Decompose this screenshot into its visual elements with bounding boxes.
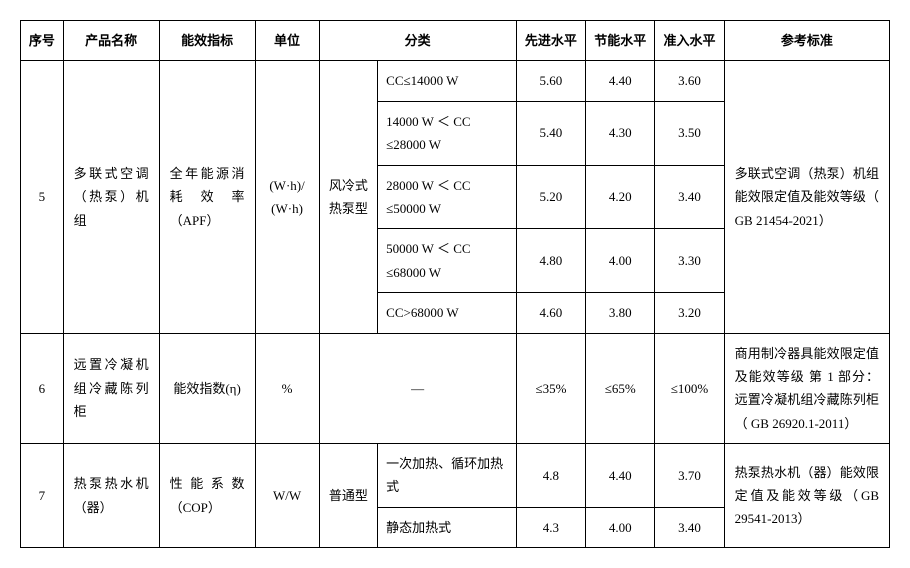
cell-en: 3.60 [655,61,724,101]
cell-cat2: 一次加热、循环加热式 [378,444,517,508]
efficiency-table: 序号 产品名称 能效指标 单位 分类 先进水平 节能水平 准入水平 参考标准 5… [20,20,890,548]
cell-seq: 5 [21,61,64,333]
header-standard: 参考标准 [724,21,889,61]
cell-cat2: 50000 W ＜ CC ≤68000 W [378,229,517,293]
cell-cat1: 普通型 [319,444,378,548]
cell-en: 3.20 [655,293,724,333]
header-metric: 能效指标 [159,21,255,61]
header-category: 分类 [319,21,516,61]
cell-seq: 6 [21,333,64,444]
cell-cat2: 14000 W ＜ CC ≤28000 W [378,101,517,165]
cell-en: 3.30 [655,229,724,293]
header-energy-saving: 节能水平 [586,21,655,61]
cell-seq: 7 [21,444,64,548]
table-row: 7 热泵热水机（器） 性能系数（COP） W/W 普通型 一次加热、循环加热式 … [21,444,890,508]
cell-metric: 全年能源消耗效率（APF） [159,61,255,333]
cell-adv: 4.60 [516,293,585,333]
cell-en: 3.50 [655,101,724,165]
cell-adv: ≤35% [516,333,585,444]
cell-cat1: 风冷式热泵型 [319,61,378,333]
table-row: 5 多联式空调（热泵）机组 全年能源消耗效率（APF） (W·h)/ (W·h)… [21,61,890,101]
header-row: 序号 产品名称 能效指标 单位 分类 先进水平 节能水平 准入水平 参考标准 [21,21,890,61]
cell-es: 4.40 [586,444,655,508]
cell-name: 远置冷凝机组冷藏陈列柜 [63,333,159,444]
cell-standard: 商用制冷器具能效限定值及能效等级 第 1 部分：远置冷凝机组冷藏陈列柜（ GB … [724,333,889,444]
cell-adv: 5.40 [516,101,585,165]
cell-metric: 能效指数(η) [159,333,255,444]
cell-cat2: CC>68000 W [378,293,517,333]
header-entry: 准入水平 [655,21,724,61]
cell-name: 热泵热水机（器） [63,444,159,548]
cell-unit: (W·h)/ (W·h) [255,61,319,333]
cell-cat2: 28000 W ＜ CC ≤50000 W [378,165,517,229]
cell-es: ≤65% [586,333,655,444]
cell-unit: % [255,333,319,444]
cell-es: 4.20 [586,165,655,229]
table-row: 6 远置冷凝机组冷藏陈列柜 能效指数(η) % — ≤35% ≤65% ≤100… [21,333,890,444]
cell-cat-merged: — [319,333,516,444]
cell-en: ≤100% [655,333,724,444]
cell-es: 4.00 [586,229,655,293]
cell-es: 3.80 [586,293,655,333]
cell-en: 3.40 [655,165,724,229]
cell-standard: 多联式空调（热泵）机组能效限定值及能效等级（ GB 21454-2021） [724,61,889,333]
cell-adv: 4.80 [516,229,585,293]
header-unit: 单位 [255,21,319,61]
cell-adv: 5.20 [516,165,585,229]
cell-cat2: 静态加热式 [378,507,517,547]
cell-es: 4.00 [586,507,655,547]
cell-es: 4.40 [586,61,655,101]
cell-name: 多联式空调（热泵）机组 [63,61,159,333]
cell-cat2: CC≤14000 W [378,61,517,101]
cell-en: 3.40 [655,507,724,547]
cell-adv: 4.3 [516,507,585,547]
cell-adv: 4.8 [516,444,585,508]
cell-es: 4.30 [586,101,655,165]
cell-metric: 性能系数（COP） [159,444,255,548]
cell-en: 3.70 [655,444,724,508]
header-seq: 序号 [21,21,64,61]
header-advanced: 先进水平 [516,21,585,61]
header-name: 产品名称 [63,21,159,61]
cell-unit: W/W [255,444,319,548]
cell-adv: 5.60 [516,61,585,101]
cell-standard: 热泵热水机（器）能效限定值及能效等级（GB 29541-2013） [724,444,889,548]
